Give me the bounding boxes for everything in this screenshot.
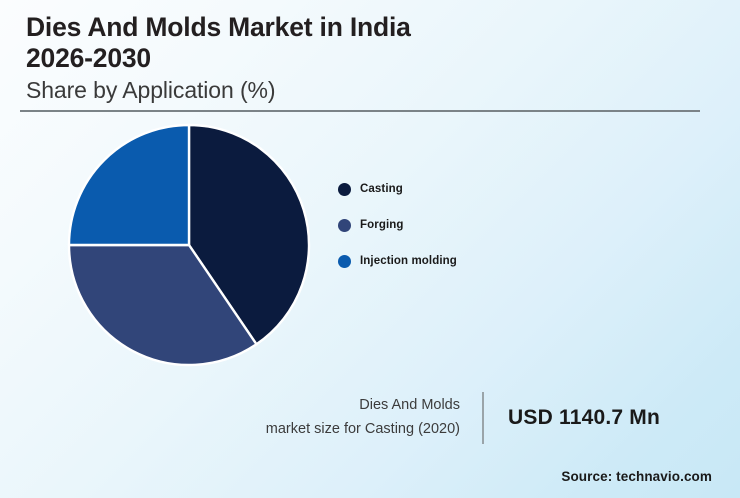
legend: Casting Forging Injection molding: [338, 171, 588, 279]
callout-divider: [482, 392, 484, 444]
legend-swatch-forging: [338, 218, 351, 232]
legend-item-forging[interactable]: Forging: [338, 207, 588, 243]
page-title: Dies And Molds Market in India 2026-2030: [26, 12, 411, 73]
market-size-callout: Dies And Molds market size for Casting (…: [196, 392, 692, 444]
pie-chart-svg: [67, 123, 311, 367]
pie-slice-casting[interactable]: [187, 123, 311, 346]
legend-swatch-casting: [338, 182, 351, 196]
legend-item-casting[interactable]: Casting: [338, 171, 588, 207]
legend-swatch-injection-molding: [338, 254, 351, 268]
pie-slices: [67, 123, 311, 367]
pie-chart: [63, 119, 315, 371]
callout-value: USD 1140.7 Mn: [508, 406, 660, 429]
source-credit: Source: technavio.com: [561, 469, 712, 484]
callout-description: Dies And Molds market size for Casting (…: [265, 397, 460, 437]
pie-slice-forging[interactable]: [67, 243, 258, 367]
header: Dies And Molds Market in India 2026-2030…: [26, 12, 716, 103]
legend-label-casting: Casting: [360, 183, 403, 195]
legend-item-injection-molding[interactable]: Injection molding: [338, 243, 588, 279]
page-subtitle: Share by Application (%): [26, 77, 276, 103]
pie-slice-injection-molding[interactable]: [67, 123, 191, 247]
legend-label-forging: Forging: [360, 219, 404, 231]
legend-label-injection-molding: Injection molding: [360, 255, 457, 267]
header-divider: [20, 110, 700, 112]
